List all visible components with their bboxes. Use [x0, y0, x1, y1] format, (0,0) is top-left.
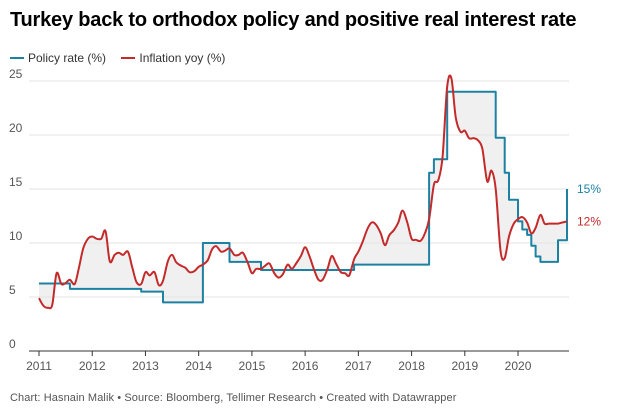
y-tick-label-10: 10 — [9, 229, 23, 243]
chart-title: Turkey back to orthodox policy and posit… — [10, 9, 577, 31]
legend-swatch-policy-rate — [10, 57, 24, 59]
x-tick-label-2013: 2013 — [132, 359, 159, 373]
legend-label-policy-rate: Policy rate (%) — [28, 51, 107, 65]
x-tick-label-2017: 2017 — [345, 359, 372, 373]
legend-item-inflation: Inflation yoy (%) — [121, 51, 225, 65]
legend-swatch-inflation — [121, 57, 136, 59]
x-tick-label-2011: 2011 — [26, 359, 52, 373]
inflation-line — [38, 74, 568, 310]
legend-label-inflation: Inflation yoy (%) — [139, 51, 226, 65]
x-tick-label-2015: 2015 — [239, 359, 266, 373]
x-tick-label-2014: 2014 — [185, 359, 212, 373]
x-tick-label-2012: 2012 — [79, 359, 106, 373]
y-tick-label-20: 20 — [9, 121, 23, 135]
x-tick-label-2016: 2016 — [292, 359, 319, 373]
y-tick-label-0: 0 — [9, 337, 16, 351]
x-tick-label-2020: 2020 — [505, 359, 532, 373]
x-tick-label-2018: 2018 — [398, 359, 425, 373]
x-tick-label-2019: 2019 — [451, 359, 478, 373]
y-tick-label-25: 25 — [9, 67, 23, 81]
shaded-gap-area — [39, 80, 567, 308]
y-tick-label-5: 5 — [9, 283, 16, 297]
policy-rate-line — [39, 90, 568, 304]
end-label-policy-rate: 15% — [577, 182, 601, 196]
end-label-inflation: 12% — [577, 214, 601, 228]
legend: Policy rate (%) Inflation yoy (%) — [10, 48, 237, 65]
y-tick-label-15: 15 — [9, 175, 23, 189]
chart-footer: Chart: Hasnain Malik • Source: Bloomberg… — [10, 392, 457, 404]
legend-item-policy-rate: Policy rate (%) — [10, 51, 106, 65]
